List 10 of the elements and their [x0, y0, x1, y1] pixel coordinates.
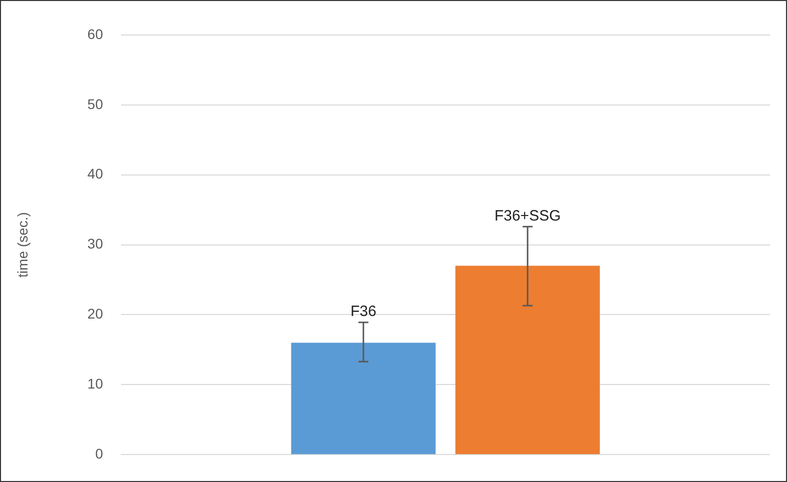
- y-tick-label: 0: [95, 445, 104, 462]
- series-label: F36: [350, 303, 376, 320]
- y-tick-label: 60: [87, 26, 104, 42]
- text: F36+SSG: [494, 207, 561, 224]
- y-tick-label: 10: [87, 376, 104, 392]
- y-axis-title: time (sec.): [14, 212, 30, 278]
- y-tick-label: 40: [87, 166, 104, 182]
- y-tick-label: 50: [87, 96, 104, 112]
- y-tick-label: 30: [87, 236, 104, 252]
- y-tick-label: 20: [87, 306, 104, 322]
